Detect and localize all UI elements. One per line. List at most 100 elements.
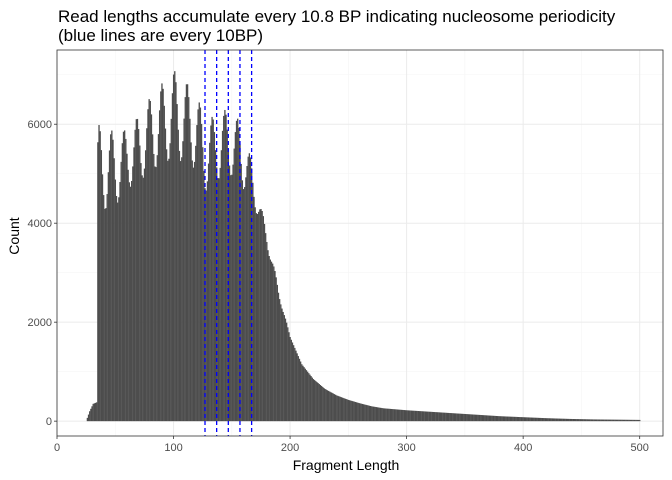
histogram-bar	[487, 415, 489, 422]
histogram-bar	[395, 409, 397, 422]
histogram-bar	[244, 187, 246, 422]
histogram-bar	[186, 84, 189, 422]
histogram-bar	[360, 403, 362, 422]
histogram-bar	[513, 416, 515, 422]
histogram-bar	[570, 418, 572, 422]
histogram-bar	[381, 408, 383, 422]
histogram-bar	[616, 419, 619, 422]
histogram-bar	[214, 150, 217, 422]
histogram-bar	[437, 412, 439, 422]
histogram-bar	[524, 417, 527, 422]
histogram-bar	[153, 153, 155, 422]
histogram-bar	[182, 141, 184, 422]
histogram-bar	[114, 179, 117, 422]
histogram-bar	[191, 160, 193, 422]
histogram-bar	[355, 402, 358, 422]
histogram-bar	[552, 418, 555, 422]
histogram-bar	[262, 216, 265, 422]
histogram-bar	[407, 410, 409, 422]
x-tick-label: 200	[281, 442, 299, 454]
histogram-bar	[309, 374, 311, 422]
histogram-bar	[595, 419, 598, 422]
x-tick-label: 400	[514, 442, 532, 454]
histogram-bar	[445, 412, 447, 422]
histogram-bar	[526, 417, 528, 422]
histogram-bar	[496, 416, 499, 422]
histogram-bar	[304, 368, 306, 422]
histogram-bar	[467, 414, 470, 422]
histogram-bar	[429, 411, 431, 422]
histogram-bar	[612, 419, 614, 422]
histogram-bar	[184, 97, 186, 422]
histogram-bar	[376, 407, 379, 422]
histogram-bar	[290, 339, 292, 422]
histogram-bar	[588, 419, 591, 422]
histogram-bar	[144, 150, 147, 422]
histogram-bar	[580, 419, 583, 422]
histogram-bar	[549, 418, 551, 422]
histogram-bar	[594, 419, 597, 422]
y-tick-label: 6000	[28, 119, 52, 131]
histogram-bar	[200, 123, 203, 422]
histogram-bar	[218, 178, 220, 422]
x-tick-label: 500	[631, 442, 649, 454]
histogram-bar	[188, 97, 190, 422]
histogram-bar	[133, 147, 135, 422]
histogram-bar	[143, 168, 146, 422]
histogram-bar	[449, 413, 451, 422]
histogram-bar	[165, 149, 168, 422]
histogram-bar	[533, 417, 535, 422]
histogram-bar	[113, 158, 115, 422]
histogram-bar	[87, 414, 90, 422]
histogram-bar	[103, 195, 105, 422]
histogram-bar	[231, 174, 233, 422]
histogram-bar	[599, 419, 601, 422]
histogram-bar	[564, 418, 566, 422]
histogram-bar	[478, 414, 480, 422]
x-tick-label: 100	[164, 442, 182, 454]
histogram-bar	[308, 373, 310, 422]
histogram-bar	[558, 418, 561, 422]
histogram-bar	[452, 413, 454, 422]
histogram-bar	[223, 115, 225, 422]
histogram-bar	[174, 71, 176, 422]
histogram-bar	[458, 413, 460, 422]
histogram-bar	[365, 404, 367, 422]
histogram-bar	[163, 105, 165, 422]
histogram-bar	[453, 413, 456, 422]
histogram-bar	[374, 406, 376, 422]
histogram-bar	[275, 277, 277, 422]
histogram-bar	[359, 403, 361, 422]
histogram-bar	[425, 411, 428, 422]
histogram-bar	[195, 145, 197, 422]
histogram-bar	[281, 308, 283, 422]
histogram-bar	[242, 189, 245, 422]
histogram-bar	[492, 415, 494, 422]
histogram-bar	[258, 211, 260, 422]
histogram-bar	[209, 142, 211, 422]
histogram-bar	[528, 417, 530, 422]
histogram-bar	[343, 398, 345, 422]
histogram-bar	[474, 414, 477, 422]
histogram-bar	[439, 412, 442, 422]
histogram-bar	[423, 411, 425, 422]
histogram-bar	[622, 419, 625, 422]
histogram-bar	[517, 416, 520, 422]
histogram-bar	[216, 167, 218, 422]
histogram-bar	[241, 180, 244, 422]
histogram-bar	[169, 143, 171, 422]
histogram-bar	[527, 417, 529, 422]
histogram-bar	[234, 132, 237, 422]
histogram-bar	[203, 170, 205, 422]
histogram-bar	[586, 419, 588, 422]
histogram-bar	[272, 263, 274, 422]
histogram-bar	[392, 409, 394, 422]
histogram-bar	[619, 419, 621, 422]
histogram-bar	[141, 175, 143, 422]
histogram-bar	[521, 417, 523, 422]
histogram-bar	[637, 419, 640, 422]
histogram-bar	[110, 134, 112, 422]
histogram-bar	[325, 389, 327, 422]
histogram-bar	[606, 419, 608, 422]
histogram-bar	[414, 410, 416, 422]
